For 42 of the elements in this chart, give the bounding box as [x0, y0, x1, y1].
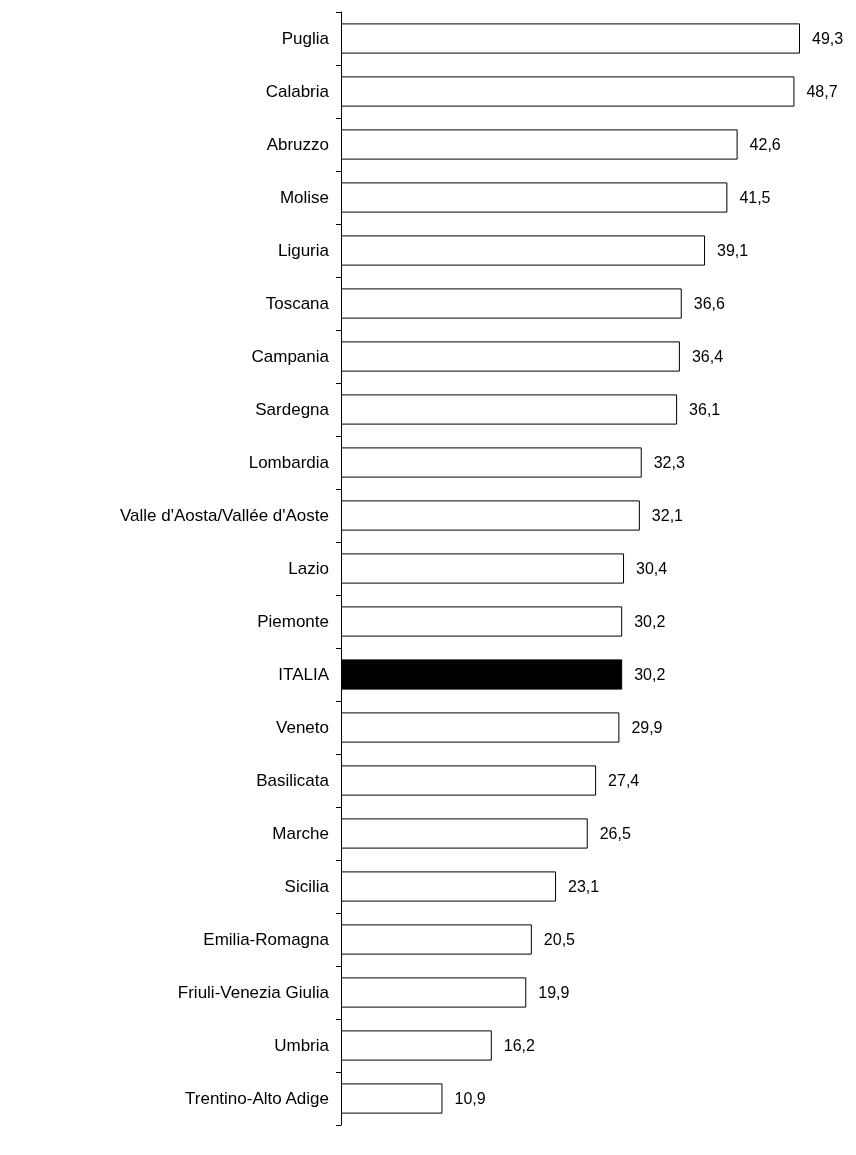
- data-label: 10,9: [454, 1090, 486, 1107]
- y-tick-label: Basilicata: [256, 771, 330, 790]
- y-tick-label: Friuli-Venezia Giulia: [177, 983, 330, 1002]
- y-tick-label: Campania: [251, 347, 330, 366]
- data-label: 41,5: [739, 189, 771, 206]
- y-tick-label: Emilia-Romagna: [203, 930, 330, 949]
- y-tick-label: Lazio: [288, 559, 329, 578]
- data-label: 30,4: [636, 560, 668, 577]
- y-tick-label: Puglia: [281, 29, 330, 48]
- y-tick-label: Veneto: [276, 718, 329, 737]
- data-label: 16,2: [503, 1037, 536, 1054]
- y-tick-label: ITALIA: [278, 665, 330, 684]
- y-tick-label: Toscana: [265, 294, 330, 313]
- data-label: 29,9: [631, 719, 663, 736]
- data-label: 27,4: [608, 772, 640, 789]
- y-tick-label: Liguria: [277, 241, 330, 260]
- data-label: 48,7: [806, 83, 838, 100]
- data-label: 42,6: [749, 136, 781, 153]
- data-label: 36,4: [691, 348, 724, 365]
- y-tick-label: Sicilia: [284, 877, 330, 896]
- data-label: 20,5: [543, 931, 576, 948]
- y-tick-label: Trentino-Alto Adige: [185, 1089, 329, 1108]
- y-tick-label: Valle d'Aosta/Vallée d'Aoste: [119, 506, 329, 525]
- y-tick-label: Marche: [272, 824, 329, 843]
- data-label: 39,1: [717, 242, 749, 259]
- data-label: 30,2: [634, 666, 666, 683]
- data-label: 32,1: [651, 507, 684, 524]
- data-label: 26,5: [599, 825, 631, 842]
- data-label: 36,6: [693, 295, 725, 312]
- y-tick-label: Lombardia: [248, 453, 330, 472]
- data-label: 30,2: [634, 613, 666, 630]
- data-label: 19,9: [538, 984, 570, 1001]
- data-label: 36,1: [689, 401, 721, 418]
- y-tick-label: Molise: [279, 188, 329, 207]
- y-tick-label: Piemonte: [257, 612, 329, 631]
- y-tick-label: Calabria: [265, 82, 330, 101]
- y-tick-label: Sardegna: [255, 400, 330, 419]
- data-label: 23,1: [568, 878, 600, 895]
- y-tick-label: Abruzzo: [266, 135, 329, 154]
- data-label: 32,3: [653, 454, 685, 471]
- data-label: 49,3: [812, 30, 844, 47]
- y-tick-label: Umbria: [274, 1036, 330, 1055]
